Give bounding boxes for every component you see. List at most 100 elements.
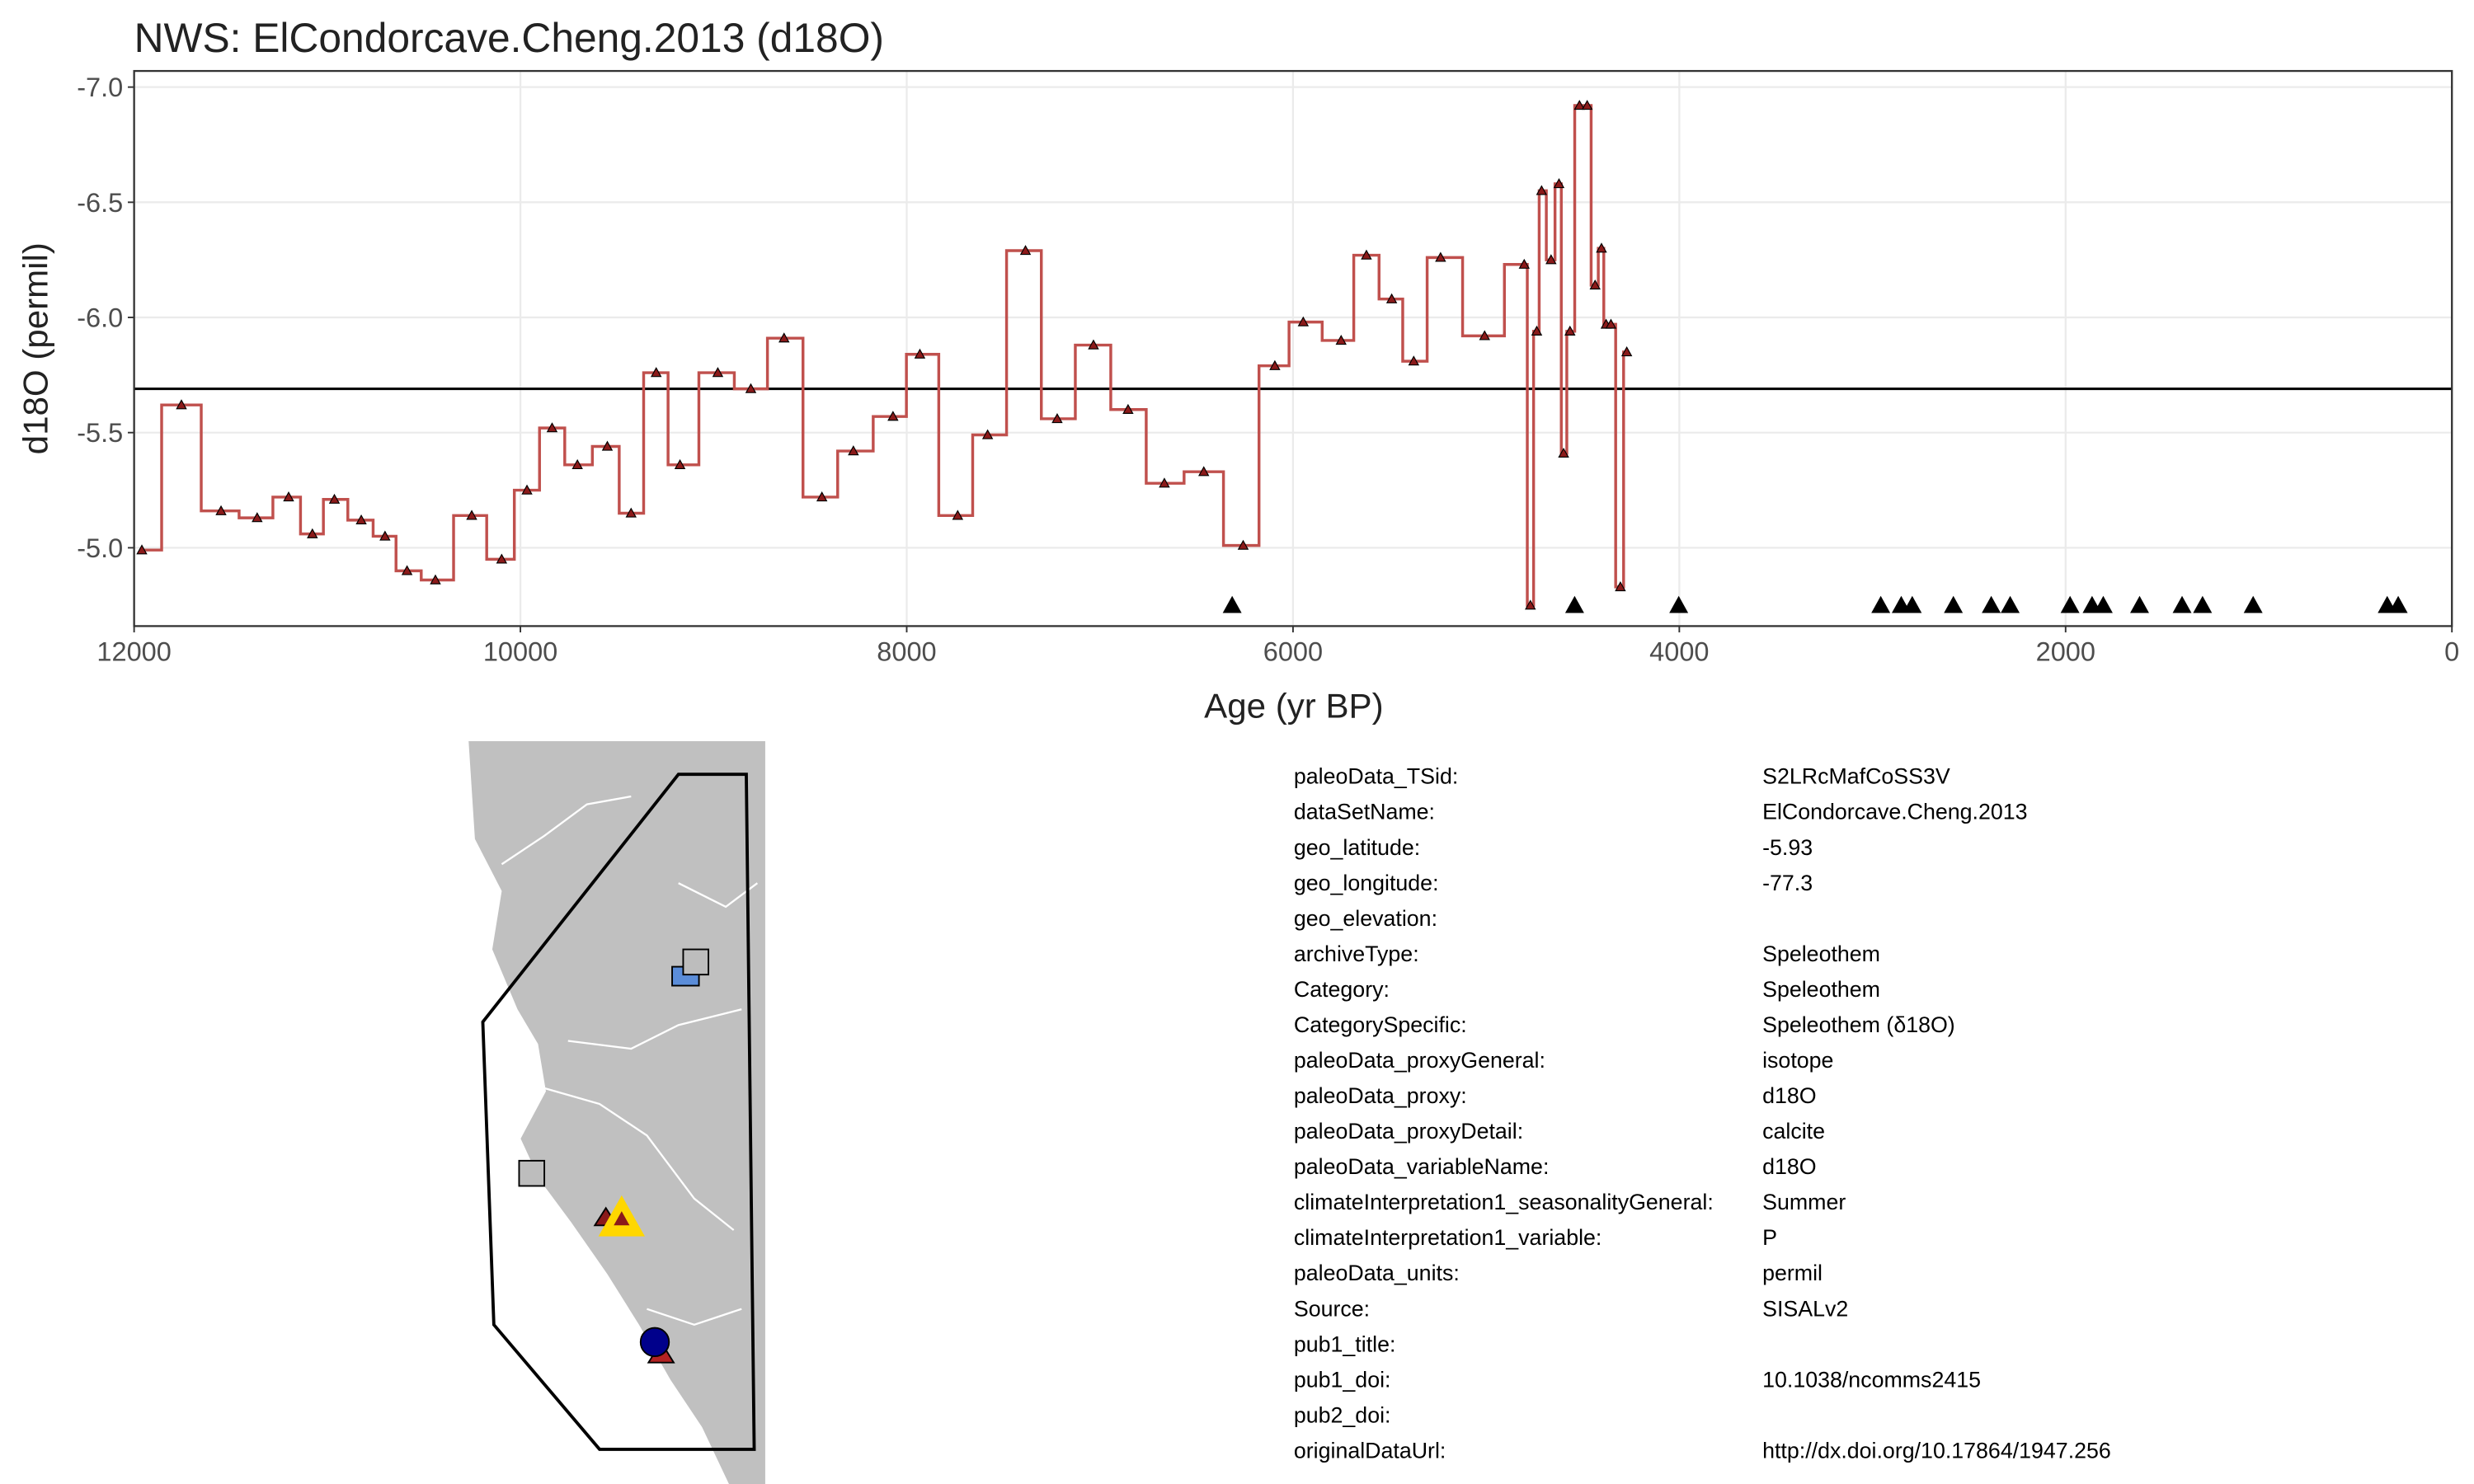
metadata-key: paleoData_units: <box>1294 1261 1460 1285</box>
data-point <box>1573 100 1585 110</box>
data-point <box>1122 403 1134 414</box>
data-point <box>401 565 413 575</box>
data-point <box>778 332 790 343</box>
age-marker <box>2193 595 2213 613</box>
chart-title: NWS: ElCondorcave.Cheng.2013 (d18O) <box>134 15 884 61</box>
x-tick-label: 2000 <box>2036 636 2095 666</box>
data-point <box>1269 359 1281 370</box>
metadata-value: Summer <box>1762 1190 1846 1214</box>
age-marker <box>1669 595 1689 613</box>
data-point <box>215 505 227 515</box>
data-point <box>379 530 391 541</box>
metadata-key: paleoData_proxy: <box>1294 1083 1467 1108</box>
age-marker <box>1564 595 1584 613</box>
data-point <box>601 440 614 451</box>
data-point <box>1596 242 1607 253</box>
data-point <box>521 484 533 495</box>
borders <box>501 795 759 1327</box>
x-tick-label: 8000 <box>877 636 936 666</box>
x-tick-label: 6000 <box>1263 636 1323 666</box>
metadata-value: calcite <box>1762 1119 1825 1144</box>
data-point <box>1051 413 1063 424</box>
data-point <box>1581 100 1593 110</box>
data-point <box>1088 339 1099 350</box>
age-marker <box>1222 595 1242 613</box>
metadata-table: paleoData_TSid: S2LRcMafCoSS3V dataSetName… <box>1294 764 2111 1463</box>
metadata-value: isotope <box>1762 1048 1833 1073</box>
x-tick-label: 4000 <box>1649 636 1709 666</box>
x-axis-label: Age (yr BP) <box>1204 686 1383 725</box>
data-point <box>816 491 828 502</box>
data-point <box>355 514 367 525</box>
data-point <box>1620 346 1633 357</box>
data-point <box>914 348 926 359</box>
data-point <box>571 458 583 469</box>
metadata-key: paleoData_proxyDetail: <box>1294 1119 1523 1144</box>
site-marker <box>639 1327 670 1358</box>
data-point <box>1408 355 1420 366</box>
metadata-value: Speleothem <box>1762 977 1880 1002</box>
age-marker <box>2172 595 2192 613</box>
metadata-key: geo_longitude: <box>1294 871 1439 895</box>
age-marker <box>2093 595 2113 613</box>
data-point <box>1479 330 1490 340</box>
plot-border <box>133 69 2453 627</box>
metadata-value: -5.93 <box>1762 835 1813 860</box>
data-point <box>1525 599 1536 610</box>
data-point <box>1361 249 1372 260</box>
metadata-value: SISALv2 <box>1762 1296 1848 1321</box>
age-marker <box>2060 595 2080 613</box>
metadata-key: paleoData_variableName: <box>1294 1154 1550 1179</box>
data-point <box>1159 477 1170 488</box>
data-point <box>1435 251 1446 262</box>
y-tick-label: -5.0 <box>77 533 123 563</box>
data-point <box>1335 335 1347 345</box>
metadata-value: d18O <box>1762 1154 1816 1179</box>
data-point <box>981 429 994 439</box>
age-marker <box>1871 595 1891 613</box>
metadata-key: dataSetName: <box>1294 800 1435 824</box>
y-axis-label: d18O (permil) <box>16 242 54 454</box>
data-point <box>1564 325 1576 336</box>
data-point <box>674 458 686 469</box>
data-point <box>430 574 441 585</box>
data-point <box>1237 539 1249 550</box>
age-marker <box>2001 595 2020 613</box>
land <box>468 741 765 1484</box>
metadata-key: Category: <box>1294 977 1390 1002</box>
metadata-key: climateInterpretation1_seasonalityGenera… <box>1294 1190 1714 1214</box>
metadata-value: ElCondorcave.Cheng.2013 <box>1762 800 2027 824</box>
data-point <box>307 528 318 538</box>
metadata-key: pub2_doi: <box>1294 1402 1391 1427</box>
metadata-value: permil <box>1762 1261 1823 1285</box>
data-point <box>712 367 724 378</box>
metadata-key: climateInterpretation1_variable: <box>1294 1225 1602 1250</box>
data-point <box>887 411 899 421</box>
metadata-value: Speleothem <box>1762 942 1880 966</box>
metadata-value: -77.3 <box>1762 871 1813 895</box>
data-point <box>1553 178 1565 189</box>
metadata-key: archiveType: <box>1294 942 1419 966</box>
data-point <box>1536 185 1548 195</box>
age-marker <box>2243 595 2263 613</box>
metadata-key: CategorySpecific: <box>1294 1012 1467 1037</box>
data-point <box>1385 293 1398 303</box>
metadata-key: Source: <box>1294 1296 1370 1321</box>
age-marker <box>1903 595 1922 613</box>
data-point <box>625 507 637 518</box>
data-point <box>848 445 859 456</box>
age-marker <box>2130 595 2149 613</box>
metadata-key: pub1_doi: <box>1294 1367 1391 1392</box>
metadata-value: S2LRcMafCoSS3V <box>1762 764 1950 789</box>
data-point <box>283 491 294 502</box>
y-tick-label: -6.0 <box>77 303 123 333</box>
target-site-inner <box>614 1211 630 1226</box>
metadata-value: Speleothem (δ18O) <box>1762 1012 1955 1037</box>
metadata-key: paleoData_proxyGeneral: <box>1294 1048 1545 1073</box>
data-point <box>252 512 263 523</box>
data-point <box>466 510 477 520</box>
site-marker <box>682 948 710 976</box>
metadata-value: P <box>1762 1225 1777 1250</box>
data-point <box>1605 318 1617 329</box>
